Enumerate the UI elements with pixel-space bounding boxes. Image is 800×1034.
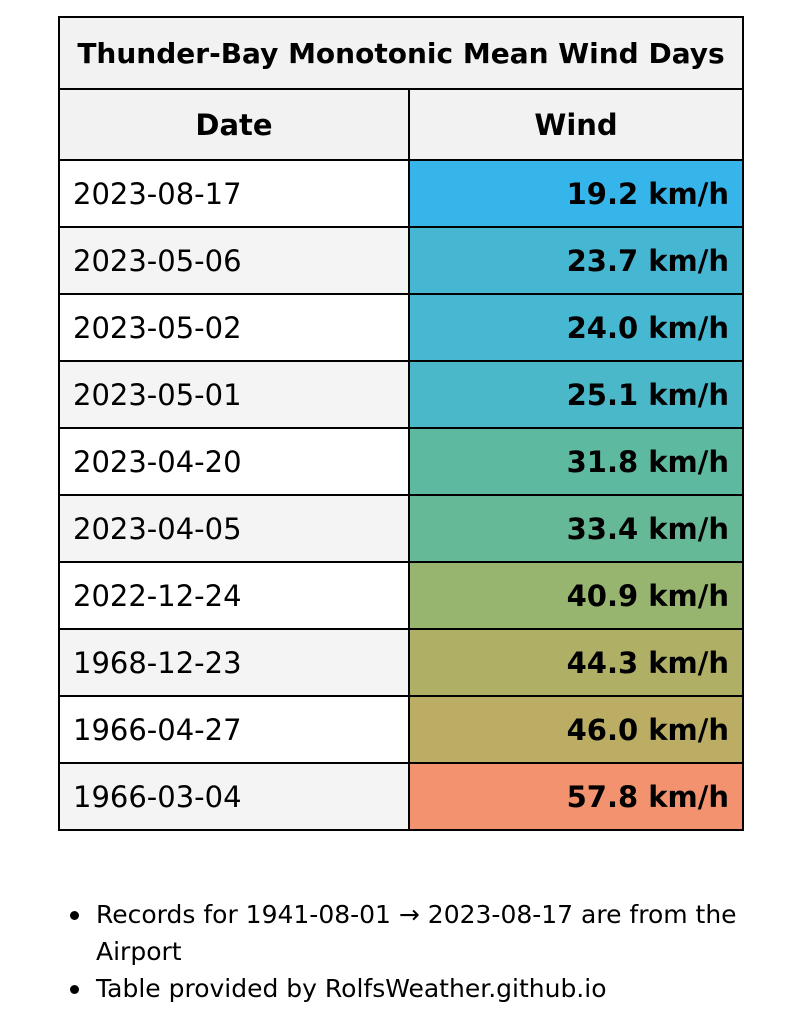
- bullet-icon: [70, 911, 79, 920]
- date-cell: 2023-04-05: [58, 494, 410, 563]
- date-cell: 2023-08-17: [58, 159, 410, 228]
- date-cell: 1966-04-27: [58, 695, 410, 764]
- table-row: 1966-04-27 46.0 km/h: [58, 695, 744, 764]
- table-row: 2023-04-05 33.4 km/h: [58, 494, 744, 563]
- column-header-date: Date: [58, 88, 410, 161]
- wind-cell: 40.9 km/h: [408, 561, 744, 630]
- wind-cell: 33.4 km/h: [408, 494, 744, 563]
- date-cell: 1968-12-23: [58, 628, 410, 697]
- note-item: Table provided by RolfsWeather.github.io: [70, 970, 796, 1007]
- column-header-wind: Wind: [408, 88, 744, 161]
- wind-cell: 24.0 km/h: [408, 293, 744, 362]
- wind-table-container: Thunder-Bay Monotonic Mean Wind Days Dat…: [58, 16, 744, 831]
- bullet-icon: [70, 985, 79, 994]
- table-row: 1966-03-04 57.8 km/h: [58, 762, 744, 831]
- table-title: Thunder-Bay Monotonic Mean Wind Days: [58, 16, 744, 90]
- wind-cell: 44.3 km/h: [408, 628, 744, 697]
- wind-cell: 19.2 km/h: [408, 159, 744, 228]
- wind-days-table: Thunder-Bay Monotonic Mean Wind Days Dat…: [58, 16, 744, 831]
- table-row: 2022-12-24 40.9 km/h: [58, 561, 744, 630]
- wind-cell: 25.1 km/h: [408, 360, 744, 429]
- date-cell: 2022-12-24: [58, 561, 410, 630]
- wind-cell: 57.8 km/h: [408, 762, 744, 831]
- wind-cell: 23.7 km/h: [408, 226, 744, 295]
- table-row: 2023-05-06 23.7 km/h: [58, 226, 744, 295]
- date-cell: 2023-05-01: [58, 360, 410, 429]
- wind-cell: 46.0 km/h: [408, 695, 744, 764]
- wind-cell: 31.8 km/h: [408, 427, 744, 496]
- table-header-row: Date Wind: [58, 88, 744, 161]
- table-row: 2023-05-01 25.1 km/h: [58, 360, 744, 429]
- date-cell: 2023-05-02: [58, 293, 410, 362]
- date-cell: 2023-04-20: [58, 427, 410, 496]
- note-item: Records for 1941-08-01 → 2023-08-17 are …: [70, 896, 796, 970]
- note-text: Records for 1941-08-01 → 2023-08-17 are …: [96, 900, 737, 966]
- notes-list: Records for 1941-08-01 → 2023-08-17 are …: [58, 896, 796, 1007]
- date-cell: 1966-03-04: [58, 762, 410, 831]
- table-row: 2023-08-17 19.2 km/h: [58, 159, 744, 228]
- note-text: Table provided by RolfsWeather.github.io: [96, 974, 607, 1003]
- table-title-row: Thunder-Bay Monotonic Mean Wind Days: [58, 16, 744, 90]
- table-row: 2023-05-02 24.0 km/h: [58, 293, 744, 362]
- table-row: 1968-12-23 44.3 km/h: [58, 628, 744, 697]
- table-row: 2023-04-20 31.8 km/h: [58, 427, 744, 496]
- date-cell: 2023-05-06: [58, 226, 410, 295]
